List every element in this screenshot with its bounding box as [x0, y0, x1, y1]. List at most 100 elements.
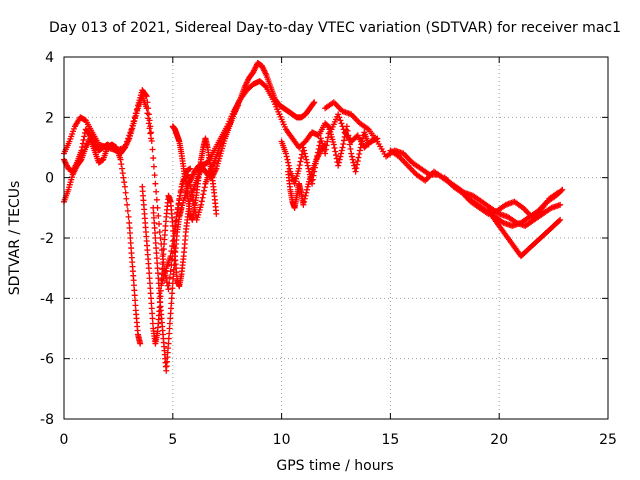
data-point — [153, 250, 160, 257]
data-point — [160, 246, 167, 253]
data-point — [150, 155, 157, 162]
data-point — [128, 245, 135, 252]
x-tick-label: 15 — [381, 432, 399, 448]
data-point — [336, 156, 343, 163]
series-sat-j — [285, 141, 329, 211]
data-point — [125, 213, 132, 220]
data-point — [152, 240, 159, 247]
data-point — [154, 265, 161, 272]
data-point — [152, 180, 159, 187]
x-axis-label: GPS time / hours — [276, 458, 393, 474]
data-point — [321, 142, 328, 149]
data-point — [304, 162, 311, 169]
data-point — [124, 207, 131, 214]
data-point — [167, 268, 174, 275]
data-point — [284, 156, 291, 163]
data-point — [153, 255, 160, 262]
data-point — [149, 315, 156, 322]
data-point — [151, 224, 158, 231]
data-point — [148, 129, 155, 136]
data-point — [282, 150, 289, 157]
y-tick-label: 0 — [45, 171, 54, 187]
data-point — [166, 320, 173, 327]
data-point — [155, 275, 162, 282]
data-point — [302, 153, 309, 160]
data-point — [149, 310, 156, 317]
data-point — [174, 209, 181, 216]
data-point — [296, 162, 303, 169]
data-point — [126, 219, 133, 226]
data-point — [150, 163, 157, 170]
data-point — [359, 138, 366, 145]
data-point — [148, 295, 155, 302]
data-point — [354, 158, 361, 165]
data-point — [331, 145, 338, 152]
x-tick-label: 25 — [599, 432, 617, 448]
data-point — [156, 285, 163, 292]
data-point — [285, 162, 292, 169]
plot-area — [61, 60, 566, 374]
data-point — [165, 340, 172, 347]
data-point — [199, 194, 206, 201]
data-point — [339, 144, 346, 151]
data-point — [165, 286, 172, 293]
data-point — [154, 260, 161, 267]
data-point — [296, 165, 303, 172]
data-point — [160, 251, 167, 258]
data-point — [354, 161, 361, 168]
data-point — [168, 300, 175, 307]
data-point — [147, 285, 154, 292]
y-axis-label: SDTVAR / TECUs — [7, 181, 23, 296]
data-point — [198, 198, 205, 205]
data-point — [178, 186, 185, 193]
data-point — [201, 184, 208, 191]
data-point — [283, 153, 290, 160]
y-tick-label: 2 — [45, 110, 54, 126]
data-point — [153, 188, 160, 195]
data-point — [286, 165, 293, 172]
data-point — [298, 151, 305, 158]
data-point — [358, 141, 365, 148]
data-point — [176, 195, 183, 202]
data-point — [166, 330, 173, 337]
data-point — [356, 151, 363, 158]
x-tick-label: 10 — [273, 432, 291, 448]
data-point — [348, 153, 355, 160]
data-point — [127, 229, 134, 236]
data-point — [556, 217, 563, 224]
data-point — [146, 125, 153, 132]
data-point — [147, 290, 154, 297]
data-point — [559, 186, 566, 193]
x-tick-label: 20 — [490, 432, 508, 448]
data-point — [150, 214, 157, 221]
data-point — [159, 261, 166, 268]
data-point — [124, 201, 131, 208]
data-point — [118, 161, 125, 168]
data-point — [147, 130, 154, 137]
data-point — [78, 147, 85, 154]
data-point — [127, 240, 134, 247]
data-point — [338, 120, 345, 127]
data-point — [146, 270, 153, 277]
data-point — [175, 200, 182, 207]
data-point — [131, 292, 138, 299]
data-point — [200, 191, 207, 198]
data-point — [187, 182, 194, 189]
data-point — [166, 325, 173, 332]
data-point — [324, 138, 331, 145]
y-tick-label: 4 — [45, 50, 54, 66]
data-point — [132, 302, 139, 309]
x-tick-label: 0 — [60, 432, 69, 448]
data-point — [348, 150, 355, 157]
data-point — [337, 117, 344, 124]
y-tick-label: -2 — [40, 231, 54, 247]
data-point — [121, 179, 128, 186]
data-point — [168, 248, 175, 255]
data-point — [356, 147, 363, 154]
series-sat-m — [485, 207, 564, 260]
data-point — [171, 227, 178, 234]
data-point — [146, 275, 153, 282]
data-point — [156, 228, 163, 235]
data-point — [350, 159, 357, 166]
